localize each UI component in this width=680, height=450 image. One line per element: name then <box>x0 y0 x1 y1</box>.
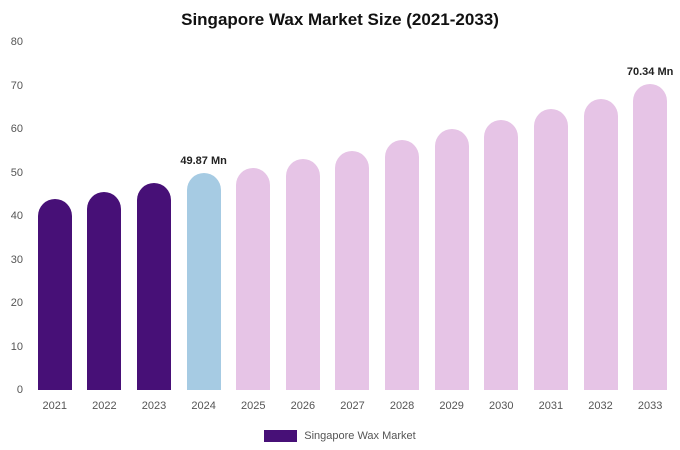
legend[interactable]: Singapore Wax Market <box>0 430 680 442</box>
x-tick-label-2026: 2026 <box>290 400 316 412</box>
x-tick-label-2022: 2022 <box>92 400 117 412</box>
bar-slot-2030: 2030 <box>476 42 526 412</box>
bar-slot-2027: 2027 <box>328 42 378 412</box>
x-tick-label-2025: 2025 <box>240 400 266 412</box>
chart-title: Singapore Wax Market Size (2021-2033) <box>181 10 499 29</box>
bar-slot-2021: 2021 <box>30 42 80 412</box>
plot-area: 2021 2022 2023 49.87 Mn 2024 2025 2026 2027 2028… <box>30 42 675 412</box>
bar-2027[interactable] <box>335 150 370 390</box>
bar-2029[interactable] <box>434 129 469 390</box>
bar-2032[interactable] <box>583 98 618 390</box>
y-tick-label: 60 <box>10 123 23 135</box>
bar-slot-2032: 2032 <box>576 42 626 412</box>
y-tick-label: 50 <box>10 166 23 179</box>
bar-2021[interactable] <box>37 198 72 390</box>
y-tick-label: 40 <box>10 210 23 222</box>
bar-2030[interactable] <box>484 120 519 390</box>
x-tick-label-2033: 2033 <box>637 400 663 412</box>
y-axis: 0 10 20 30 40 50 60 70 80 <box>0 36 26 396</box>
x-tick-label-2032: 2032 <box>588 400 613 412</box>
x-tick-label-2028: 2028 <box>389 400 415 412</box>
bar-2031[interactable] <box>533 109 568 390</box>
x-tick-label-2024: 2024 <box>191 400 216 412</box>
bar-slot-2033: 70.34 Mn 2033 <box>625 42 675 412</box>
y-tick-label: 70 <box>10 79 23 92</box>
bar-2026[interactable] <box>285 159 320 390</box>
x-tick-label-2027: 2027 <box>340 400 365 412</box>
y-tick-label: 30 <box>10 253 23 266</box>
bar-slot-2031: 2031 <box>526 42 576 412</box>
bar-slot-2026: 2026 <box>278 42 328 412</box>
bar-2024[interactable] <box>186 173 221 390</box>
legend-label: Singapore Wax Market <box>304 430 416 442</box>
y-tick-label: 0 <box>16 384 23 396</box>
bar-2023[interactable] <box>137 183 172 390</box>
y-tick-label: 10 <box>10 340 23 353</box>
bar-slot-2024: 49.87 Mn 2024 <box>179 42 229 412</box>
bar-slot-2028: 2028 <box>377 42 427 412</box>
bar-slot-2022: 2022 <box>80 42 130 412</box>
bar-value-label-2033: 70.34 Mn <box>626 66 674 79</box>
bar-2025[interactable] <box>236 168 271 390</box>
bar-2033[interactable] <box>633 84 668 390</box>
bar-slot-2029: 2029 <box>427 42 477 412</box>
bar-value-label-2024: 49.87 Mn <box>180 155 227 168</box>
x-tick-label-2021: 2021 <box>42 400 68 412</box>
y-tick-label: 20 <box>10 297 23 309</box>
x-tick-label-2030: 2030 <box>489 400 514 412</box>
bar-slot-2025: 2025 <box>228 42 278 412</box>
bar-2022[interactable] <box>87 192 122 390</box>
x-tick-label-2023: 2023 <box>141 400 167 412</box>
bar-2028[interactable] <box>385 139 420 390</box>
bar-slot-2023: 2023 <box>129 42 179 412</box>
x-tick-label-2031: 2031 <box>538 400 564 412</box>
x-tick-label-2029: 2029 <box>439 400 464 412</box>
y-tick-label: 80 <box>10 36 23 48</box>
legend-swatch <box>264 430 298 442</box>
